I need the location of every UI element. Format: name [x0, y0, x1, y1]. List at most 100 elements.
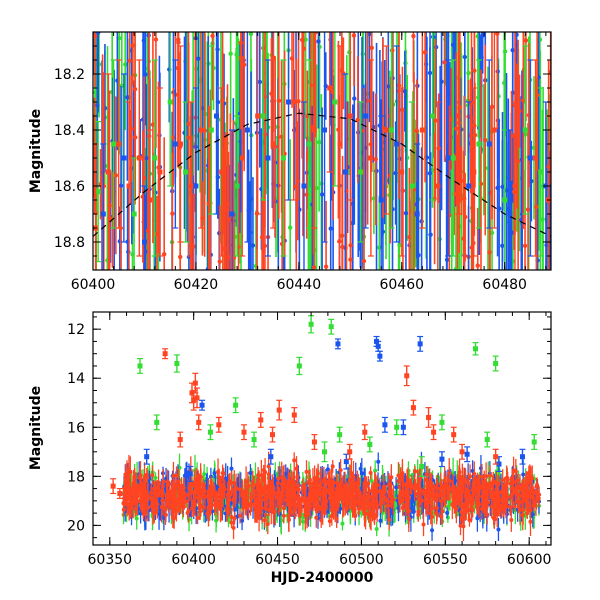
- data-point: [442, 60, 447, 65]
- data-point: [262, 518, 267, 523]
- data-point: [453, 502, 458, 507]
- data-point: [414, 211, 420, 217]
- data-point: [419, 127, 425, 133]
- data-point: [489, 104, 495, 109]
- data-point: [116, 141, 122, 147]
- data-point: [386, 84, 391, 89]
- data-point: [221, 471, 226, 476]
- data-point: [502, 499, 507, 504]
- data-point: [462, 196, 467, 201]
- data-point: [470, 468, 475, 473]
- data-point: [483, 137, 488, 143]
- data-point: [301, 46, 306, 51]
- bottom-plot-area: [110, 315, 542, 542]
- data-point: [339, 233, 345, 238]
- data-point: [250, 479, 255, 484]
- data-point: [301, 183, 307, 189]
- data-point: [444, 483, 449, 488]
- data-point: [351, 33, 357, 38]
- data-point: [320, 492, 325, 497]
- data-point: [451, 471, 456, 476]
- data-point: [170, 211, 175, 216]
- data-point: [118, 183, 124, 188]
- data-point: [538, 169, 544, 175]
- data-point: [361, 494, 366, 499]
- data-point: [250, 243, 256, 248]
- data-point: [439, 79, 444, 84]
- data-point: [410, 497, 415, 502]
- data-point: [147, 197, 153, 203]
- data-point: [255, 113, 261, 119]
- data-point: [241, 62, 247, 67]
- data-point: [348, 257, 353, 262]
- data-point: [196, 56, 201, 61]
- data-point: [394, 485, 399, 490]
- data-point: [270, 141, 276, 147]
- data-point: [496, 206, 502, 211]
- data-point: [528, 519, 533, 524]
- data-point: [419, 498, 424, 503]
- data-point: [311, 265, 317, 270]
- data-point: [134, 516, 139, 521]
- data-point: [383, 127, 389, 133]
- data-point: [432, 497, 437, 502]
- data-point: [528, 479, 533, 484]
- data-point: [482, 479, 487, 484]
- data-point: [248, 32, 254, 37]
- data-point: [243, 504, 248, 509]
- data-point: [466, 183, 472, 189]
- data-point: [125, 95, 130, 100]
- y-tick-label: 18.2: [54, 67, 85, 83]
- data-point: [521, 98, 526, 103]
- data-point: [229, 211, 235, 217]
- data-point: [153, 475, 158, 480]
- data-point: [127, 58, 132, 64]
- data-point: [292, 458, 297, 463]
- dashed-model-curve: [93, 112, 551, 237]
- data-point: [154, 231, 160, 237]
- data-point: [419, 219, 424, 224]
- data-point: [322, 127, 328, 133]
- data-point: [355, 117, 361, 123]
- data-point: [502, 80, 507, 86]
- data-point: [371, 196, 377, 201]
- data-point: [455, 113, 461, 119]
- data-point: [208, 127, 214, 133]
- top-plot-frame: [92, 31, 552, 271]
- data-point: [396, 473, 401, 478]
- data-point: [153, 37, 159, 42]
- data-point: [188, 183, 194, 189]
- data-point: [510, 48, 515, 53]
- y-tick-label: 18.8: [54, 235, 85, 251]
- data-point: [334, 481, 339, 486]
- data-point: [361, 258, 367, 264]
- y-tick-label: 18.6: [54, 179, 85, 195]
- data-point: [433, 118, 438, 123]
- data-point: [145, 493, 150, 498]
- data-point: [435, 183, 441, 189]
- data-point: [499, 507, 504, 512]
- data-point: [359, 471, 364, 476]
- data-point: [522, 127, 528, 133]
- data-point: [536, 496, 541, 501]
- data-point: [240, 518, 245, 523]
- data-point: [521, 508, 526, 513]
- data-point: [212, 502, 217, 507]
- data-point: [186, 492, 191, 497]
- data-point: [123, 62, 128, 67]
- data-point: [396, 83, 402, 88]
- data-point: [167, 99, 173, 105]
- data-point: [193, 183, 199, 189]
- data-point: [445, 510, 450, 515]
- data-point: [472, 471, 477, 476]
- data-point: [293, 493, 298, 498]
- data-point: [358, 169, 364, 175]
- x-tick-label: 60400: [71, 277, 116, 293]
- data-point: [95, 189, 101, 195]
- data-point: [347, 113, 353, 119]
- data-point: [407, 235, 412, 240]
- data-point: [319, 192, 325, 197]
- data-point: [338, 506, 343, 511]
- data-point: [267, 485, 272, 490]
- data-point: [316, 140, 322, 145]
